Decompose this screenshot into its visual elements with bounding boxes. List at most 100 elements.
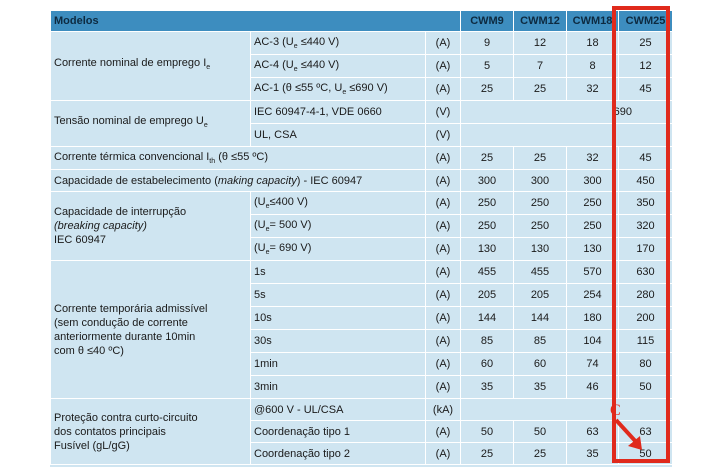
value-cell: 35 xyxy=(513,375,567,399)
table-row: (Ue= 500 V) (A) 250 250 250 320 xyxy=(51,214,673,238)
value-cell: 300 xyxy=(566,169,619,192)
value-cell: 80 xyxy=(618,352,673,376)
value-cell: 25 xyxy=(460,77,514,101)
header-models: Modelos xyxy=(50,10,461,32)
table-row: Corrente térmica convencional Ith (θ ≤55… xyxy=(50,146,673,170)
unit: (A) xyxy=(425,420,461,443)
cond-10s: 10s xyxy=(250,306,426,330)
group-corrente-nominal: Corrente nominal de emprego Ie xyxy=(50,31,251,101)
value-cell: 455 xyxy=(460,260,514,284)
value-cell: 25 xyxy=(513,146,567,170)
annotation-arrow-icon xyxy=(614,418,642,450)
value-cell: 45 xyxy=(618,146,673,170)
value-cell: 170 xyxy=(618,237,673,261)
table-row: Tensão nominal de emprego Ue IEC 60947-4… xyxy=(50,100,673,147)
group-temporaria: Corrente temporária admissível (sem condu… xyxy=(50,260,251,399)
unit: (V) xyxy=(425,100,461,124)
group-estabelecimento: Capacidade de estabelecimento (making ca… xyxy=(50,169,426,192)
table-row: Capacidade de interrupção (breaking capac… xyxy=(50,191,673,261)
value-cell: 9 xyxy=(460,31,514,55)
cond-coord2: Coordenação tipo 2 xyxy=(250,442,426,465)
value-cell: 18 xyxy=(566,31,619,55)
value-cell-empty xyxy=(460,123,673,147)
value-cell: 63 xyxy=(566,420,619,443)
cond-3min: 3min xyxy=(250,375,426,399)
header-row: Modelos CWM9 CWM12 CWM18 CWM25 xyxy=(50,10,673,32)
value-cell: 130 xyxy=(566,237,619,261)
value-cell: 300 xyxy=(513,169,567,192)
value-cell: 45 xyxy=(618,77,673,101)
value-cell: 12 xyxy=(513,31,567,55)
unit: (A) xyxy=(425,375,461,399)
value-cell-merged: 690 xyxy=(460,100,673,124)
value-cell: 450 xyxy=(618,169,673,192)
cond-1min: 1min xyxy=(250,352,426,376)
value-cell: 570 xyxy=(566,260,619,284)
value-cell: 300 xyxy=(460,169,514,192)
table-row: 1min (A) 60 60 74 80 xyxy=(51,352,673,376)
cond-coord1: Coordenação tipo 1 xyxy=(250,420,426,443)
value-cell: 32 xyxy=(566,77,619,101)
header-cwm12: CWM12 xyxy=(513,10,567,32)
unit: (A) xyxy=(425,214,461,238)
cond-30s: 30s xyxy=(250,329,426,353)
cond-int690: (Ue= 690 V) xyxy=(250,237,426,261)
table-row: Corrente nominal de emprego Ie AC-3 (Ue … xyxy=(50,31,673,101)
unit: (A) xyxy=(425,169,461,192)
table-row: Coordenação tipo 2 (A) 25 25 35 50 xyxy=(51,442,673,465)
value-cell: 50 xyxy=(513,420,567,443)
header-cwm25: CWM25 xyxy=(618,10,673,32)
table-row: Proteção contra curto-circuito dos contat… xyxy=(50,398,673,465)
value-cell: 250 xyxy=(566,191,619,215)
value-cell: 8 xyxy=(566,54,619,78)
cond-ul: UL, CSA xyxy=(250,123,426,147)
cond-1s: 1s xyxy=(250,260,426,284)
value-cell: 250 xyxy=(513,214,567,238)
value-cell: 320 xyxy=(618,214,673,238)
value-cell: 35 xyxy=(566,442,619,465)
cond-ulcsa600: @600 V - UL/CSA xyxy=(250,398,426,421)
value-cell: 25 xyxy=(460,146,514,170)
value-cell: 130 xyxy=(460,237,514,261)
group-interrupcao: Capacidade de interrupção (breaking capac… xyxy=(50,191,251,261)
value-cell: 85 xyxy=(513,329,567,353)
spec-table: Modelos CWM9 CWM12 CWM18 CWM25 Corrente … xyxy=(50,10,673,465)
value-cell: 144 xyxy=(513,306,567,330)
value-cell: 74 xyxy=(566,352,619,376)
value-cell: 12 xyxy=(618,54,673,78)
unit: (A) xyxy=(425,77,461,101)
value-cell: 200 xyxy=(618,306,673,330)
value-cell: 46 xyxy=(566,375,619,399)
unit: (A) xyxy=(425,306,461,330)
value-cell: 60 xyxy=(460,352,514,376)
value-cell: 144 xyxy=(460,306,514,330)
value-cell: 250 xyxy=(566,214,619,238)
value-cell: 280 xyxy=(618,283,673,307)
value-cell: 180 xyxy=(566,306,619,330)
unit: (A) xyxy=(425,31,461,55)
value-cell: 130 xyxy=(513,237,567,261)
unit: (A) xyxy=(425,283,461,307)
table-row: 5s (A) 205 205 254 280 xyxy=(51,283,673,307)
unit: (V) xyxy=(425,123,461,147)
unit: (kA) xyxy=(425,398,461,421)
table-row: 3min (A) 35 35 46 50 xyxy=(51,375,673,399)
table-row: (Ue= 690 V) (A) 130 130 130 170 xyxy=(51,237,673,261)
value-cell: 85 xyxy=(460,329,514,353)
value-cell: 254 xyxy=(566,283,619,307)
unit: (A) xyxy=(425,237,461,261)
cond-iec: IEC 60947-4-1, VDE 0660 xyxy=(250,100,426,124)
value-cell: 7 xyxy=(513,54,567,78)
value-cell: 205 xyxy=(460,283,514,307)
unit: (A) xyxy=(425,260,461,284)
value-cell: 104 xyxy=(566,329,619,353)
unit: (A) xyxy=(425,329,461,353)
table-row: UL, CSA (V) xyxy=(51,123,673,147)
value-cell: 60 xyxy=(513,352,567,376)
table-row: Capacidade de estabelecimento (making ca… xyxy=(50,169,673,192)
value-cell: 32 xyxy=(566,146,619,170)
value-cell: 250 xyxy=(460,191,514,215)
cond-5s: 5s xyxy=(250,283,426,307)
annotation-marker: C xyxy=(610,402,621,419)
cond-ac1: AC-1 (θ ≤55 ºC, Ue ≤690 V) xyxy=(250,77,426,101)
